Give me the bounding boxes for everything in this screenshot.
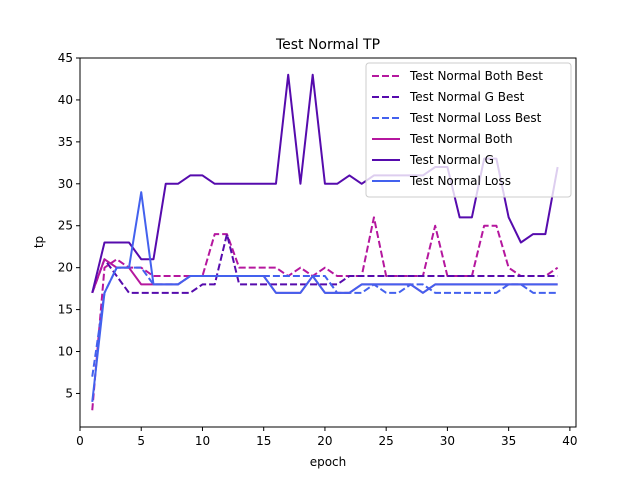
plot-lines	[91, 73, 559, 411]
y-tick-label: 5	[65, 386, 73, 400]
y-tick-label: 35	[58, 135, 73, 149]
x-tick-label: 5	[137, 434, 145, 448]
x-tick-label: 15	[256, 434, 271, 448]
plot-frame	[79, 57, 577, 428]
legend-box	[365, 62, 572, 198]
legend-label: Test Normal Both Best	[409, 69, 543, 83]
y-tick-label: 40	[58, 93, 73, 107]
x-axis-ticks: 0 5 10 15 20 25 30 35 40	[76, 427, 578, 448]
chart-title: Test Normal TP	[275, 37, 380, 53]
legend-label: Test Normal G	[409, 153, 494, 167]
y-tick-label: 10	[58, 345, 73, 359]
y-tick-label: 30	[58, 177, 73, 191]
series-line-test-normal-both-best	[91, 216, 559, 411]
x-tick-label: 10	[195, 434, 210, 448]
y-tick-label: 15	[58, 303, 73, 317]
legend-label: Test Normal Loss	[409, 174, 511, 188]
y-axis-ticks: 5 10 15 20 25 30 35 40 45	[58, 51, 80, 400]
y-axis-label: tp	[32, 236, 46, 248]
x-tick-label: 0	[76, 434, 84, 448]
y-tick-label: 20	[58, 261, 73, 275]
legend-label: Test Normal G Best	[409, 90, 525, 104]
x-tick-label: 25	[379, 434, 394, 448]
legend: Test Normal Both Best Test Normal G Best T…	[365, 62, 572, 198]
x-axis-label: epoch	[310, 455, 347, 469]
x-tick-label: 35	[501, 434, 516, 448]
x-tick-label: 30	[440, 434, 455, 448]
y-tick-label: 25	[58, 219, 73, 233]
y-tick-label: 45	[58, 51, 73, 65]
legend-label: Test Normal Both	[409, 132, 513, 146]
series-line-test-normal-g-best	[91, 233, 558, 294]
x-tick-label: 20	[317, 434, 332, 448]
legend-label: Test Normal Loss Best	[409, 111, 542, 125]
x-tick-label: 40	[562, 434, 577, 448]
series-line-test-normal-loss	[91, 191, 558, 402]
